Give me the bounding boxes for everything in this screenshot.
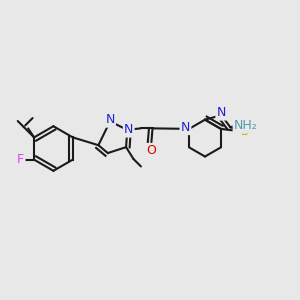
Text: N: N — [217, 106, 226, 119]
Text: N: N — [124, 123, 134, 136]
Text: N: N — [181, 121, 190, 134]
Text: O: O — [146, 144, 156, 157]
Text: S: S — [240, 125, 248, 138]
Text: N: N — [105, 113, 115, 126]
Text: F: F — [17, 153, 24, 166]
Text: NH₂: NH₂ — [234, 119, 258, 132]
